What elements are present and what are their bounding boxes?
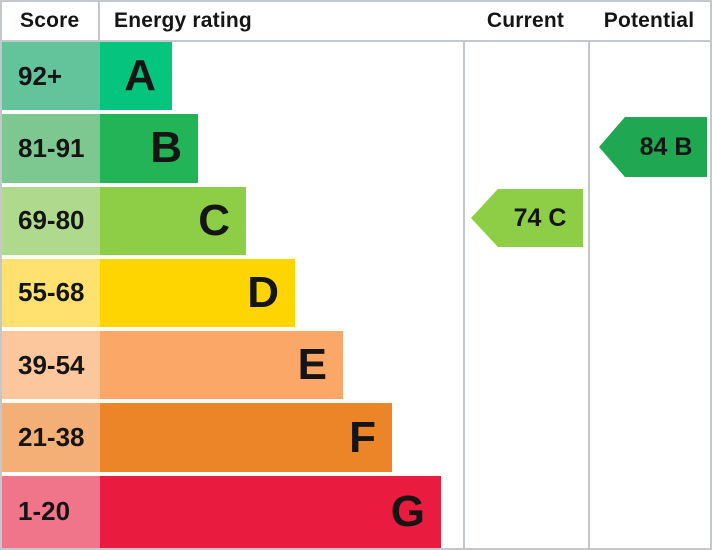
current-arrow: 74 C: [471, 189, 583, 247]
band-letter: C: [198, 195, 230, 245]
score-cell: 81-91: [2, 114, 100, 183]
potential-arrow-label: 84 B: [639, 132, 693, 161]
score-column-header: Score: [2, 2, 100, 40]
band-bar: F: [100, 403, 392, 472]
score-cell: 92+: [2, 42, 100, 111]
epc-row-a: 92+ A: [2, 42, 710, 114]
band-bar: B: [100, 114, 198, 183]
epc-row-g: 1-20 G: [2, 475, 710, 548]
score-range-label: 92+: [18, 60, 63, 91]
potential-column-divider: [588, 2, 590, 548]
epc-row-f: 21-38 F: [2, 403, 710, 475]
score-cell: 1-20: [2, 475, 100, 548]
energy-rating-column-header: Energy rating: [114, 9, 252, 32]
current-column-divider: [463, 2, 465, 548]
score-cell: 39-54: [2, 331, 100, 400]
potential-arrow: 84 B: [599, 117, 707, 177]
score-range-label: 55-68: [18, 277, 85, 308]
band-letter: F: [349, 412, 376, 462]
epc-row-b: 81-91 B: [2, 114, 710, 186]
band-bar: D: [100, 258, 295, 328]
score-cell: 21-38: [2, 403, 100, 472]
band-bar: E: [100, 331, 343, 400]
score-range-label: 21-38: [18, 422, 85, 453]
band-letter: D: [247, 267, 279, 317]
current-column-header: Current: [486, 9, 565, 32]
score-cell: 69-80: [2, 186, 100, 255]
score-range-label: 39-54: [18, 349, 85, 380]
band-bar: G: [100, 475, 441, 548]
rating-rows: 92+ A 81-91 B 69-80 C 55-68 D 39-54 E 21…: [2, 42, 710, 548]
band-letter: B: [150, 123, 182, 173]
band-bar: A: [100, 42, 172, 111]
band-bar: C: [100, 186, 246, 255]
header-row: Score Energy rating Current Potential: [2, 2, 710, 42]
score-range-label: 81-91: [18, 132, 85, 163]
potential-column-header: Potential: [603, 9, 695, 32]
band-letter: G: [390, 486, 425, 536]
epc-row-d: 55-68 D: [2, 258, 710, 331]
score-cell: 55-68: [2, 258, 100, 328]
band-letter: E: [297, 340, 327, 390]
score-range-label: 69-80: [18, 205, 85, 236]
epc-row-c: 69-80 C: [2, 186, 710, 259]
band-letter: A: [124, 51, 156, 101]
score-range-label: 1-20: [18, 496, 71, 527]
epc-row-e: 39-54 E: [2, 331, 710, 403]
current-arrow-label: 74 C: [513, 203, 567, 232]
